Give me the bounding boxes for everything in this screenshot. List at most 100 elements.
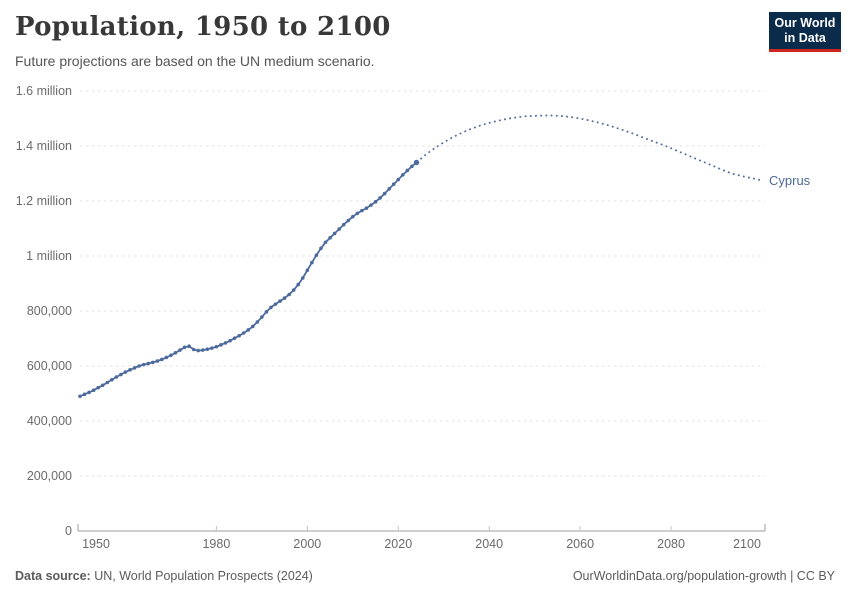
data-point-marker bbox=[291, 288, 296, 292]
data-point-marker bbox=[128, 368, 132, 372]
data-point-marker bbox=[205, 347, 210, 352]
data-point-marker bbox=[341, 222, 346, 227]
data-point-marker bbox=[187, 344, 191, 349]
data-point-marker bbox=[310, 260, 314, 265]
y-tick-label: 200,000 bbox=[27, 469, 72, 483]
data-point-marker bbox=[87, 390, 91, 395]
owid-logo-line1: Our World bbox=[774, 16, 836, 30]
data-point-marker bbox=[373, 200, 378, 204]
data-point-marker bbox=[228, 338, 232, 343]
y-tick-label: 1 million bbox=[26, 249, 72, 263]
x-tick-label: 2100 bbox=[733, 537, 761, 551]
data-point-marker bbox=[82, 392, 87, 397]
data-point-marker bbox=[305, 268, 310, 273]
data-point-marker bbox=[369, 203, 373, 207]
data-point-marker bbox=[182, 345, 187, 350]
data-point-marker bbox=[378, 196, 382, 200]
data-point-marker bbox=[396, 177, 401, 182]
x-tick-label: 2080 bbox=[657, 537, 685, 551]
x-tick-label: 1980 bbox=[202, 537, 230, 551]
data-point-marker bbox=[232, 336, 237, 341]
data-point-marker bbox=[287, 292, 291, 297]
data-point-marker bbox=[273, 302, 278, 306]
data-point-marker bbox=[114, 375, 119, 379]
data-point-marker bbox=[146, 361, 150, 366]
y-tick-label: 1.2 million bbox=[16, 194, 72, 208]
page-title: Population, 1950 to 2100 bbox=[15, 12, 391, 42]
data-point-marker bbox=[132, 366, 137, 370]
data-point-marker bbox=[328, 236, 332, 240]
y-tick-label: 1.4 million bbox=[16, 139, 72, 153]
data-point-marker bbox=[323, 240, 328, 245]
data-point-marker bbox=[269, 305, 273, 310]
data-point-marker bbox=[346, 218, 351, 223]
data-point-marker bbox=[96, 385, 100, 390]
data-point-marker bbox=[246, 328, 251, 332]
data-point-marker bbox=[200, 348, 205, 352]
data-point-marker bbox=[332, 231, 337, 236]
y-tick-label: 800,000 bbox=[27, 304, 72, 318]
data-point-marker bbox=[278, 299, 282, 303]
data-point-marker bbox=[137, 364, 141, 368]
data-point-marker bbox=[314, 253, 319, 257]
data-point-marker bbox=[355, 211, 360, 216]
data-source-text: UN, World Population Prospects (2024) bbox=[94, 569, 313, 583]
data-point-marker bbox=[241, 331, 246, 335]
projection-dotted-line bbox=[415, 114, 763, 182]
data-point-marker bbox=[260, 315, 264, 319]
data-point-marker bbox=[410, 164, 414, 169]
data-point-marker bbox=[123, 370, 128, 374]
data-point-marker bbox=[387, 187, 391, 191]
footer-link[interactable]: OurWorldinData.org/population-growth | C… bbox=[572, 569, 835, 583]
data-point-marker bbox=[196, 348, 201, 353]
data-point-marker bbox=[219, 343, 223, 347]
owid-logo-line2: in Data bbox=[784, 31, 826, 45]
data-point-marker bbox=[119, 372, 123, 377]
data-point-marker bbox=[237, 333, 241, 338]
data-point-marker bbox=[300, 276, 305, 280]
data-source: Data source: UN, World Population Prospe… bbox=[15, 569, 313, 583]
y-tick-label: 1.6 million bbox=[16, 84, 72, 98]
y-tick-label: 400,000 bbox=[27, 414, 72, 428]
data-point-marker bbox=[150, 360, 155, 365]
data-point-marker bbox=[169, 353, 173, 358]
data-point-marker bbox=[210, 346, 214, 350]
x-tick-label: 2060 bbox=[566, 537, 594, 551]
data-point-marker bbox=[255, 320, 260, 324]
x-tick-label: 1950 bbox=[82, 537, 110, 551]
data-point-marker bbox=[155, 359, 160, 363]
data-point-marker bbox=[223, 341, 228, 345]
data-point-marker bbox=[105, 380, 110, 385]
data-point-marker bbox=[110, 377, 114, 382]
data-point-marker bbox=[78, 394, 82, 399]
data-point-marker bbox=[282, 296, 287, 300]
data-point-marker bbox=[319, 246, 323, 251]
data-point-marker bbox=[91, 388, 96, 393]
y-tick-label: 0 bbox=[65, 524, 72, 538]
data-point-marker bbox=[296, 282, 301, 287]
x-tick-label: 2000 bbox=[293, 537, 321, 551]
historical-line bbox=[79, 161, 418, 398]
data-point-marker bbox=[401, 173, 405, 177]
x-tick-label: 2020 bbox=[384, 537, 412, 551]
owid-logo[interactable]: Our World in Data bbox=[769, 12, 841, 52]
data-point-marker bbox=[164, 355, 169, 360]
data-point-marker bbox=[364, 206, 369, 210]
data-point-marker bbox=[173, 351, 178, 355]
data-point-marker bbox=[351, 214, 355, 219]
data-point-marker bbox=[100, 383, 105, 388]
data-source-label: Data source: bbox=[15, 569, 91, 583]
data-point-marker bbox=[391, 182, 396, 187]
data-point-marker bbox=[141, 362, 146, 367]
data-point-marker bbox=[405, 168, 410, 173]
data-point-marker bbox=[178, 348, 182, 352]
chart-subtitle: Future projections are based on the UN m… bbox=[15, 53, 375, 69]
data-point-marker bbox=[337, 227, 341, 231]
series-entity-label: Cyprus bbox=[769, 173, 811, 188]
data-point-marker bbox=[160, 357, 164, 362]
data-point-marker bbox=[382, 191, 387, 196]
data-point-marker bbox=[360, 208, 364, 213]
y-tick-label: 600,000 bbox=[27, 359, 72, 373]
